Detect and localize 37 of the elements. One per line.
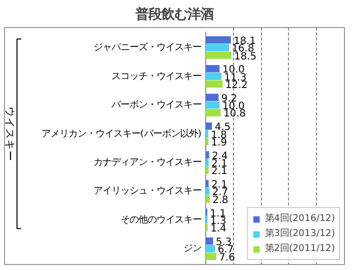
y-tick-label: ジン xyxy=(184,243,202,254)
y-tick-label: その他のウイスキー xyxy=(120,214,202,226)
y-tick-label: バーボン・ウイスキー xyxy=(110,100,202,111)
bar xyxy=(206,195,210,203)
bar xyxy=(206,252,216,260)
data-label: 1.9 xyxy=(211,137,228,148)
bar xyxy=(206,109,221,116)
y-tick-label: ジャパニーズ・ウイスキー xyxy=(94,42,202,54)
data-label: 1.4 xyxy=(210,224,226,235)
text: ウイスキー xyxy=(4,106,17,162)
y-tick-label: スコッチ・ウイスキー xyxy=(112,70,202,82)
bar xyxy=(206,188,210,195)
bar xyxy=(206,94,218,102)
chart-title: 普段飲む洋酒 xyxy=(134,6,214,22)
bar xyxy=(206,36,231,44)
bar xyxy=(206,52,232,59)
bar xyxy=(206,80,223,88)
legend-label: 第2回(2011/12) xyxy=(265,242,335,255)
bar xyxy=(206,65,220,72)
bar xyxy=(206,237,214,245)
bar xyxy=(206,166,209,174)
bar xyxy=(206,44,230,52)
bar xyxy=(206,122,212,130)
bar xyxy=(206,101,220,109)
legend-label: 第4回(2016/12) xyxy=(265,212,335,225)
y-tick-label: アイリッシュ・ウイスキー xyxy=(94,186,202,197)
y-tick-label: カナディアン・ウイスキー xyxy=(94,157,202,168)
bar xyxy=(206,245,216,252)
y-tick-label: アメリカン・ウイスキー(バーボン以外) xyxy=(41,128,202,140)
bar xyxy=(206,138,208,146)
bar xyxy=(206,158,209,166)
bar xyxy=(206,130,208,138)
bar xyxy=(206,151,210,158)
bar xyxy=(206,72,222,80)
bar xyxy=(206,180,209,188)
data-label: 12.2 xyxy=(225,80,248,91)
legend-label: 第3回(2013/12) xyxy=(265,227,335,240)
